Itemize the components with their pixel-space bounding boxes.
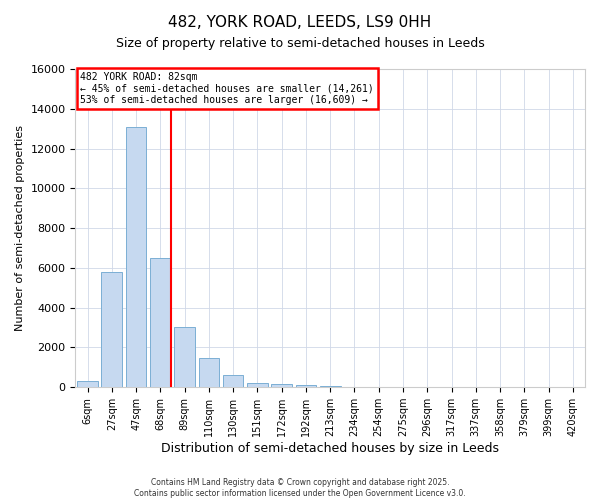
Bar bbox=[77, 382, 98, 387]
Bar bbox=[247, 383, 268, 387]
Bar bbox=[101, 272, 122, 387]
Text: 482 YORK ROAD: 82sqm
← 45% of semi-detached houses are smaller (14,261)
53% of s: 482 YORK ROAD: 82sqm ← 45% of semi-detac… bbox=[80, 72, 374, 106]
Bar bbox=[223, 376, 244, 387]
Bar bbox=[199, 358, 219, 387]
Bar bbox=[296, 385, 316, 387]
Text: Contains HM Land Registry data © Crown copyright and database right 2025.
Contai: Contains HM Land Registry data © Crown c… bbox=[134, 478, 466, 498]
Bar bbox=[174, 326, 195, 387]
Y-axis label: Number of semi-detached properties: Number of semi-detached properties bbox=[15, 125, 25, 331]
Bar bbox=[344, 386, 365, 387]
Bar bbox=[271, 384, 292, 387]
Bar bbox=[150, 258, 170, 387]
Text: 482, YORK ROAD, LEEDS, LS9 0HH: 482, YORK ROAD, LEEDS, LS9 0HH bbox=[169, 15, 431, 30]
X-axis label: Distribution of semi-detached houses by size in Leeds: Distribution of semi-detached houses by … bbox=[161, 442, 499, 455]
Text: Size of property relative to semi-detached houses in Leeds: Size of property relative to semi-detach… bbox=[116, 38, 484, 51]
Bar bbox=[126, 126, 146, 387]
Bar bbox=[320, 386, 341, 387]
